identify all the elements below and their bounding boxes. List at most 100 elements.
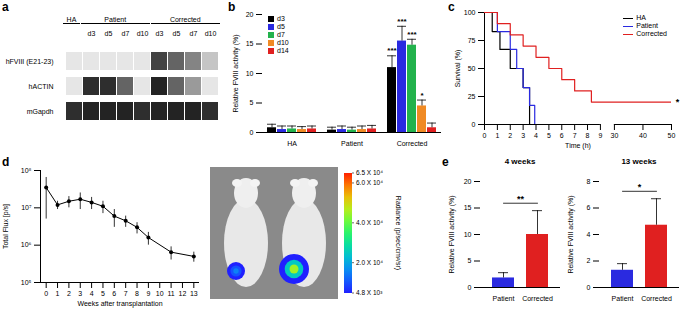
svg-text:*: * [676,97,680,107]
svg-text:4: 4 [534,132,538,139]
svg-text:4: 4 [90,290,94,297]
html-text:4 weeks: 4 weeks [504,157,536,166]
svg-text:1: 1 [495,132,499,139]
svg-text:3: 3 [78,290,82,297]
svg-text:50: 50 [468,65,476,72]
svg-text:8: 8 [135,290,139,297]
svg-text:10: 10 [246,70,254,77]
svg-text:hFVIII (E21-23): hFVIII (E21-23) [6,58,54,66]
svg-text:d3: d3 [156,30,164,37]
svg-text:d3: d3 [88,30,96,37]
svg-text:75: 75 [468,37,476,44]
svg-text:d5: d5 [173,30,181,37]
svg-text:Patient: Patient [493,295,515,302]
svg-text:d7: d7 [122,30,130,37]
svg-text:5: 5 [101,290,105,297]
html-text:d: d [2,155,10,169]
svg-text:5: 5 [468,257,472,264]
svg-text:9: 9 [598,132,602,139]
svg-text:4.0 X 10⁴: 4.0 X 10⁴ [356,219,383,226]
svg-text:Patient: Patient [612,295,634,302]
svg-text:Weeks after transplantation: Weeks after transplantation [77,300,162,308]
svg-text:100: 100 [464,9,476,16]
svg-text:6.0 X 10⁴: 6.0 X 10⁴ [356,179,383,186]
svg-text:13: 13 [190,290,198,297]
svg-text:Relative FVIII activity (%): Relative FVIII activity (%) [448,195,456,273]
svg-text:8: 8 [586,132,590,139]
svg-text:1: 1 [56,290,60,297]
svg-text:40: 40 [639,132,647,139]
svg-text:***: *** [387,46,397,55]
svg-text:50: 50 [668,132,676,139]
svg-text:d10: d10 [137,30,149,37]
svg-text:Patient: Patient [341,140,363,147]
svg-text:25: 25 [468,93,476,100]
html-text:d7: d7 [277,31,285,38]
svg-text:11: 11 [167,290,174,297]
svg-text:Relative FVIII activity (%): Relative FVIII activity (%) [567,195,575,273]
svg-text:12: 12 [179,290,187,297]
svg-text:0: 0 [483,132,487,139]
svg-text:0: 0 [250,129,254,136]
svg-text:15: 15 [246,40,254,47]
svg-text:0: 0 [587,284,591,291]
svg-text:***: *** [397,17,407,26]
svg-text:20: 20 [464,178,472,185]
svg-text:9: 9 [146,290,150,297]
svg-text:6: 6 [112,290,116,297]
svg-text:Time (h): Time (h) [565,142,591,150]
svg-text:hACTIN: hACTIN [29,83,54,90]
svg-text:0: 0 [472,121,476,128]
svg-text:Corrected: Corrected [641,295,672,302]
html-text:Corrected: Corrected [169,16,201,23]
html-text:d3: d3 [277,15,285,22]
svg-text:mGapdh: mGapdh [27,108,54,116]
svg-text:6.5 X 10⁴: 6.5 X 10⁴ [356,169,383,176]
svg-text:***: *** [407,30,417,39]
html-text:13 weeks: 13 weeks [621,157,657,166]
svg-text:**: ** [517,194,525,204]
svg-text:10⁸: 10⁸ [21,167,32,174]
svg-text:2.0 X 10⁴: 2.0 X 10⁴ [356,259,383,266]
html-text:d5: d5 [277,23,285,30]
svg-text:*: * [638,182,642,192]
svg-text:HA: HA [287,140,297,147]
svg-text:0: 0 [468,284,472,291]
svg-text:30: 30 [611,132,619,139]
svg-text:7: 7 [573,132,577,139]
svg-text:Radiance (p/sec/cm²/sr): Radiance (p/sec/cm²/sr) [394,196,402,270]
svg-text:10⁷: 10⁷ [21,204,32,211]
svg-text:0: 0 [44,290,48,297]
svg-text:5: 5 [547,132,551,139]
svg-text:Corrected: Corrected [522,295,553,302]
svg-text:4: 4 [587,231,591,238]
svg-text:20: 20 [246,11,254,18]
svg-text:Relative FVIII activity (%): Relative FVIII activity (%) [232,34,240,112]
svg-text:6: 6 [587,204,591,211]
svg-text:*: * [420,91,424,100]
svg-text:10: 10 [156,290,164,297]
svg-text:Corrected: Corrected [397,140,428,147]
svg-text:Total Flux [p/s]: Total Flux [p/s] [2,204,10,249]
svg-text:8: 8 [587,178,591,185]
html-text:HA: HA [66,16,77,23]
svg-text:3: 3 [521,132,525,139]
svg-text:Survival (%): Survival (%) [454,50,462,88]
svg-text:2: 2 [508,132,512,139]
svg-text:7: 7 [124,290,128,297]
svg-text:2: 2 [587,257,591,264]
svg-text:15: 15 [464,204,472,211]
svg-text:2: 2 [67,290,71,297]
svg-text:5: 5 [250,99,254,106]
svg-text:10⁵: 10⁵ [21,279,32,286]
svg-text:d10: d10 [205,30,217,37]
svg-text:d5: d5 [105,30,113,37]
html-text:Patient: Patient [104,16,127,23]
svg-text:4.8 X 10³: 4.8 X 10³ [356,289,383,296]
svg-text:10⁶: 10⁶ [21,241,32,248]
html-text:b: b [228,0,236,14]
svg-text:10: 10 [464,231,472,238]
svg-text:6: 6 [560,132,564,139]
html-text:a: a [2,0,9,14]
svg-text:d7: d7 [190,30,198,37]
